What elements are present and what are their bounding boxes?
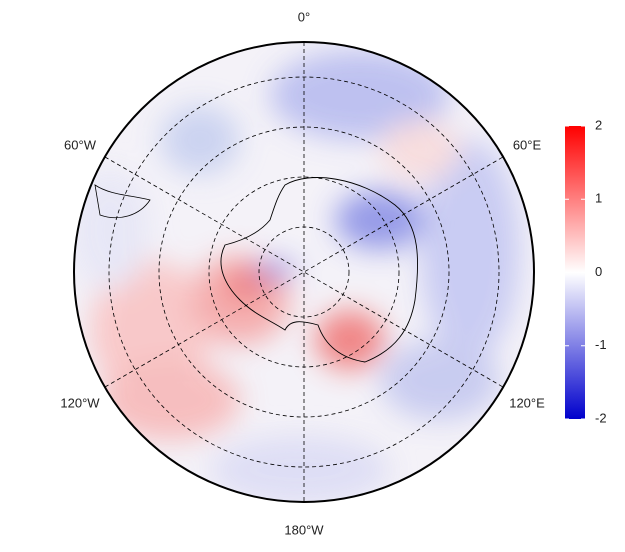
colorbar-tick-label: -2: [595, 410, 607, 425]
colorbar-tick-label: 1: [595, 191, 602, 206]
longitude-label: 0°: [298, 9, 310, 24]
longitude-label: 120°E: [509, 395, 545, 410]
longitude-label: 120°W: [60, 395, 100, 410]
longitude-label: 180°W: [284, 522, 324, 537]
colorbar: [565, 126, 585, 419]
colorbar-tick-label: 2: [595, 117, 602, 132]
colorbar-tick-label: 0: [595, 264, 602, 279]
longitude-label: 60°E: [513, 137, 542, 152]
south-america-coastline: [94, 184, 151, 219]
longitude-label: 60°W: [64, 137, 97, 152]
graticule: [104, 42, 504, 502]
anomaly-field: [74, 42, 534, 502]
colorbar-tick-label: -1: [595, 337, 607, 352]
antarctica-coastline: [220, 177, 419, 363]
map-border: [73, 41, 535, 503]
